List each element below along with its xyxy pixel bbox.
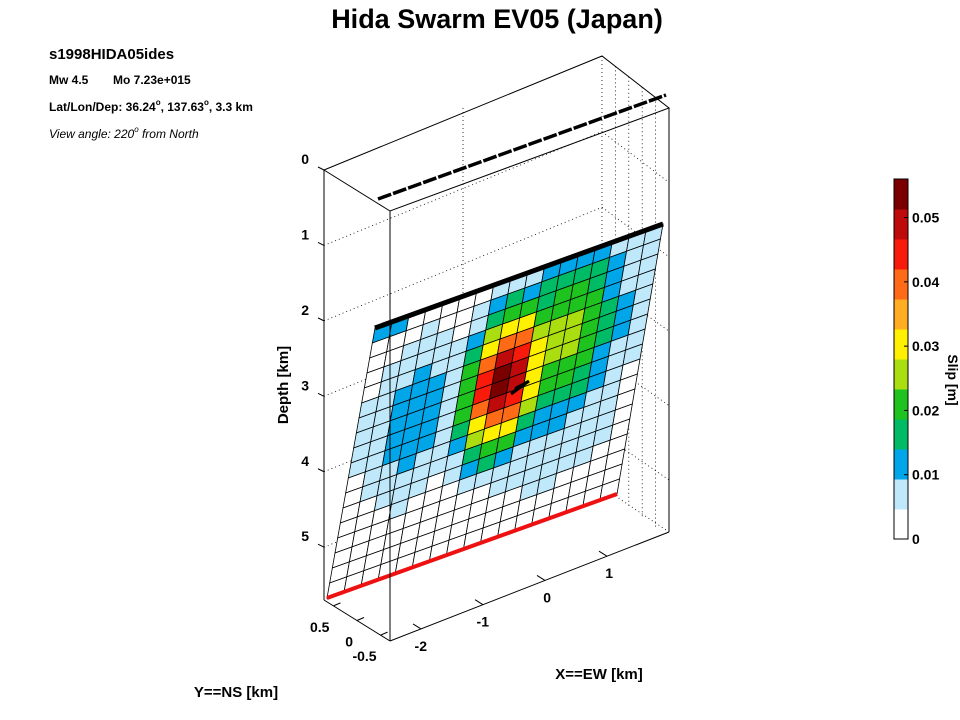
colorbar-segment <box>894 509 908 540</box>
colorbar-tick-label: 0.04 <box>912 274 939 290</box>
hypocenter-shaft <box>510 379 530 396</box>
depth-tick <box>317 317 325 322</box>
depth-tick-label: 0 <box>301 151 309 167</box>
depth-tick <box>317 543 325 548</box>
colorbar-segment <box>894 239 908 270</box>
x-axis-ticks: -2 -1 0 1 <box>412 550 613 654</box>
chart-title: Hida Swarm EV05 (Japan) <box>331 4 663 34</box>
depth-axis-label: Depth [km] <box>275 346 292 424</box>
colorbar: 0 0.01 0.02 0.03 0.04 0.05 <box>893 178 939 547</box>
lat-degree-sup: o <box>156 98 161 107</box>
moment-label: Mo 7.23e+015 <box>113 73 191 87</box>
hypocenter-marker <box>510 379 530 396</box>
grid-line <box>601 486 670 533</box>
x-tick-label: 0 <box>543 589 551 605</box>
x-tick <box>474 599 484 606</box>
view-degree-sup: o <box>134 125 139 134</box>
lon-degree-sup: o <box>204 98 209 107</box>
colorbar-tick-label: 0.02 <box>912 402 939 418</box>
surface-trace <box>377 93 667 201</box>
grid-line <box>601 131 670 183</box>
depth-tick <box>317 166 325 171</box>
x-tick-label: 1 <box>605 565 613 581</box>
axes-box-front <box>322 55 671 642</box>
magnitude-label: Mw 4.5 <box>49 73 89 87</box>
depth-tick-label: 3 <box>301 377 309 393</box>
depth-tick-label: 1 <box>301 226 309 242</box>
y-tick <box>356 617 365 621</box>
colorbar-segment <box>894 359 908 390</box>
y-axis-label: Y==NS [km] <box>194 684 278 701</box>
x-tick-label: -2 <box>415 638 428 654</box>
location-lon: , 137.63 <box>161 100 205 114</box>
fault-plane-cells <box>326 223 664 599</box>
colorbar-frame <box>893 178 909 540</box>
fault-outline <box>326 93 667 600</box>
grid-line <box>601 433 670 481</box>
colorbar-tick-label: 0.05 <box>912 210 939 226</box>
depth-tick-label: 2 <box>301 302 309 318</box>
depth-tick <box>317 241 325 246</box>
view-angle-suffix: from North <box>139 127 199 141</box>
colorbar-segment <box>894 299 908 330</box>
box-edge <box>389 531 670 642</box>
fault-bottom-edge <box>326 492 618 600</box>
colorbar-segment <box>894 389 908 420</box>
x-tick <box>412 623 422 630</box>
colorbar-segment <box>894 329 908 360</box>
depth-tick-label: 4 <box>301 453 309 469</box>
depth-tick-label: 5 <box>301 528 309 544</box>
colorbar-tick-label: 0 <box>912 531 920 547</box>
location-label: Lat/Lon/Dep: 36.24o, 137.63o, 3.3 km <box>49 98 253 114</box>
fault-top-edge <box>374 221 664 331</box>
colorbar-segment <box>894 449 908 480</box>
y-tick-label: 0 <box>345 634 353 650</box>
view-angle-prefix: View angle: 220 <box>49 127 135 141</box>
depth-tick <box>317 468 325 473</box>
colorbar-segment <box>894 179 908 210</box>
y-tick-label: 0.5 <box>310 619 330 635</box>
x-tick <box>598 550 608 557</box>
y-tick-label: -0.5 <box>352 648 376 664</box>
location-depth: , 3.3 km <box>209 100 253 114</box>
x-axis-label: X==EW [km] <box>555 666 643 683</box>
y-tick <box>380 631 388 636</box>
grid-line <box>601 282 670 332</box>
event-id: s1998HIDA05ides <box>49 46 174 63</box>
location-lat: Lat/Lon/Dep: 36.24 <box>49 100 156 114</box>
depth-tick <box>317 392 325 397</box>
x-tick <box>536 575 546 581</box>
view-angle-label: View angle: 220o from North <box>49 125 199 141</box>
colorbar-segment <box>894 419 908 450</box>
depth-axis-ticks: 0 1 2 3 4 5 <box>301 151 325 548</box>
colorbar-segment <box>894 269 908 300</box>
colorbar-tick-label: 0.01 <box>912 467 939 483</box>
colorbar-tick-label: 0.03 <box>912 338 939 354</box>
x-tick-label: -1 <box>477 614 490 630</box>
box-top-face <box>322 55 671 212</box>
y-axis-ticks: 0.5 0-0.5 <box>310 602 388 664</box>
colorbar-segment <box>894 479 908 510</box>
colorbar-label: Slip [m] <box>945 354 960 405</box>
y-tick <box>333 602 341 607</box>
colorbar-segment <box>894 209 908 240</box>
